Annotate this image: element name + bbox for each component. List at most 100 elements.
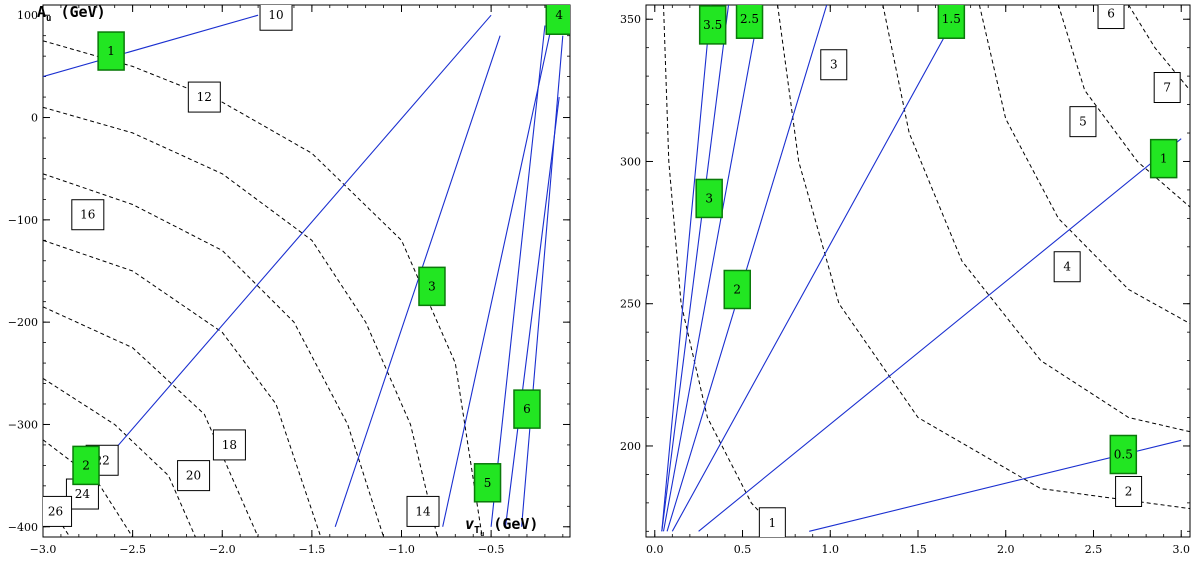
y-tick-label: 250	[620, 298, 641, 311]
white-label-12: 12	[187, 81, 221, 113]
y-tick-label: 300	[620, 155, 641, 168]
label-text: 16	[80, 208, 95, 222]
label-box	[71, 199, 105, 231]
label-box	[406, 495, 440, 527]
blue-line-1	[43, 14, 259, 78]
blue-line-4	[442, 15, 555, 527]
green-label-2: 2	[723, 269, 752, 310]
label-text: 3	[705, 191, 713, 205]
label-box	[545, 5, 570, 35]
white-label-16: 16	[71, 199, 105, 231]
dashed-contour-20	[43, 377, 196, 537]
blue-line-3	[661, 5, 730, 532]
label-box	[97, 31, 125, 71]
white-label-3: 3	[820, 49, 848, 81]
y-tick-label: 100	[17, 9, 38, 22]
label-text: 12	[197, 90, 212, 104]
label-text: 3	[830, 58, 838, 72]
white-label-26: 26	[43, 495, 73, 527]
label-text: 5	[484, 476, 492, 490]
dashed-contour-5	[1057, 5, 1190, 208]
label-text: 7	[1163, 81, 1171, 95]
left-panel: −3.0 −2.5 −2.0 −1.5 −1.0 −0.5 −400 −300 −200 −100…	[8, 3, 571, 556]
label-text: 26	[48, 504, 63, 518]
dashed-contour-2	[777, 5, 1190, 510]
label-box	[758, 507, 786, 537]
dashed-contour-12	[43, 106, 438, 537]
dashed-contour-16	[43, 239, 322, 537]
white-label-6: 6	[1097, 5, 1125, 30]
x-tick-label: −1.5	[299, 543, 326, 556]
green-label-1.5: 1.5	[937, 5, 966, 39]
y-tick-label: 0	[31, 112, 38, 125]
label-text: 1	[107, 44, 115, 58]
label-text: 6	[523, 402, 531, 416]
x-tick-label: 0.5	[734, 543, 752, 556]
x-tick-label: 2.0	[997, 543, 1015, 556]
label-text: 24	[75, 487, 91, 501]
label-box	[1109, 434, 1138, 475]
white-label-10: 10	[259, 5, 293, 31]
blue-line-3	[334, 35, 501, 527]
green-label-3.5: 3.5	[698, 5, 727, 45]
label-text: 14	[415, 504, 431, 518]
blue-line-5	[490, 25, 546, 527]
label-text: 1	[769, 516, 777, 530]
label-text: 3.5	[703, 18, 722, 32]
green-label-6: 6	[513, 389, 541, 429]
dashed-contour-4	[978, 5, 1190, 325]
green-label-0.5: 0.5	[1109, 434, 1138, 475]
dashed-contour-1	[663, 5, 778, 532]
label-text: 1	[1160, 152, 1168, 166]
x-tick-label: 0.0	[646, 543, 664, 556]
label-text: 4	[1063, 260, 1071, 274]
x-tick-label: −1.0	[388, 543, 415, 556]
label-box	[72, 445, 100, 486]
label-box	[187, 81, 221, 113]
x-tick-label: −2.5	[119, 543, 146, 556]
dashed-contour-22	[43, 439, 134, 537]
y-tick-label: 200	[620, 440, 641, 453]
label-box	[212, 429, 246, 461]
label-text: 2.5	[740, 12, 759, 26]
label-text: 1.5	[942, 12, 961, 26]
x-axis-label: vTu (GeV)	[465, 515, 538, 538]
label-box	[1149, 138, 1178, 179]
green-label-5: 5	[473, 463, 502, 503]
white-label-5: 5	[1069, 106, 1097, 138]
x-tick-label: 3.0	[1172, 543, 1190, 556]
label-text: 10	[268, 8, 283, 22]
label-text: 18	[222, 438, 237, 452]
label-box	[43, 495, 73, 527]
y-tick-label: −100	[8, 214, 38, 227]
y-tick-label: −400	[8, 521, 38, 534]
green-label-1: 1	[97, 31, 125, 71]
blue-line-1.5	[671, 5, 963, 532]
left-plot-frame	[42, 4, 571, 538]
label-box	[698, 5, 727, 45]
label-text: 0.5	[1114, 447, 1133, 461]
label-box	[1153, 72, 1181, 104]
x-tick-label: 1.0	[822, 543, 840, 556]
blue-line-2	[666, 5, 828, 532]
right-plot-area: 1 2 3 4 5 6 7 0.5 1 1.5 2 2.5 3 3.5	[661, 5, 1190, 537]
label-text: 2	[733, 282, 741, 296]
label-box	[1115, 475, 1143, 507]
blue-line-6	[504, 97, 560, 527]
x-tick-label: −3.0	[30, 543, 57, 556]
white-label-14: 14	[406, 495, 440, 527]
dashed-contour-14	[43, 173, 385, 537]
right-panel: 0.0 0.5 1.0 1.5 2.0 2.5 3.0 200 250 300 350 1 2 3 4 5 6 7…	[620, 4, 1191, 556]
green-label-2: 2	[72, 445, 100, 486]
white-label-18: 18	[212, 429, 246, 461]
label-box	[259, 5, 293, 31]
label-text: 4	[555, 8, 563, 22]
label-text: 2	[1125, 484, 1133, 498]
label-text: 3	[428, 279, 436, 293]
label-box	[723, 269, 752, 310]
label-text: 2	[82, 458, 90, 472]
x-tick-label: 1.5	[909, 543, 927, 556]
label-text: 5	[1079, 115, 1087, 129]
green-label-1: 1	[1149, 138, 1178, 179]
